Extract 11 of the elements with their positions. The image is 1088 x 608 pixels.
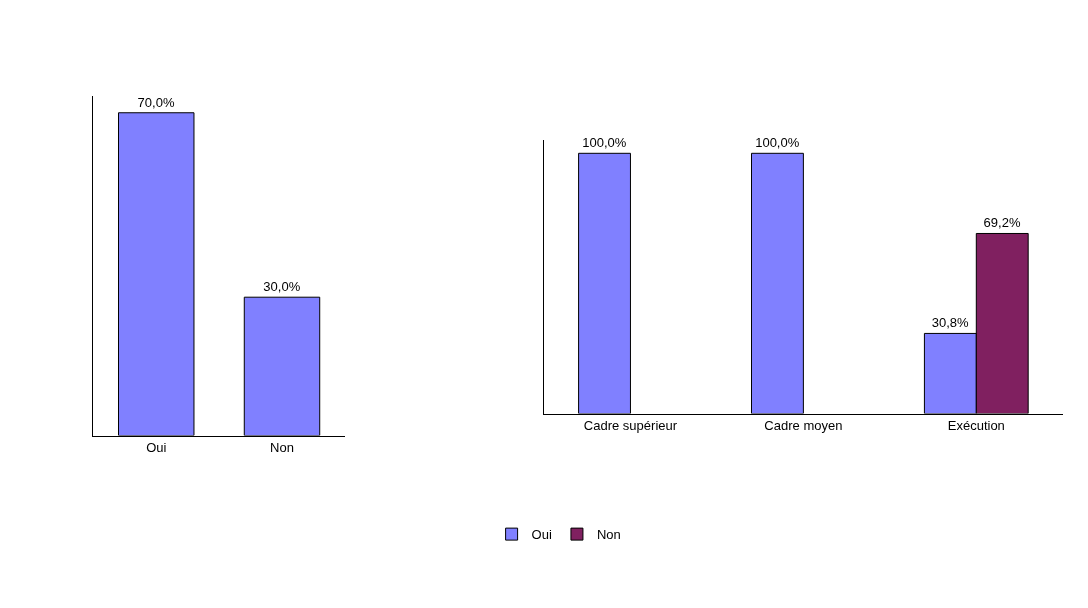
data-label: 69,2% <box>983 215 1021 231</box>
legend-label: Non <box>596 527 621 543</box>
x-tick-label: Cadre moyen <box>764 418 843 434</box>
x-tick-label: Cadre supérieur <box>583 418 678 434</box>
x-tick-label: Exécution <box>947 418 1005 434</box>
data-label: 70,0% <box>137 94 175 110</box>
data-label: 100,0% <box>582 135 627 151</box>
data-label: 30,8% <box>931 315 970 331</box>
legend-label: Oui <box>531 527 552 543</box>
data-label: 100,0% <box>755 135 800 151</box>
data-label: 30,0% <box>263 279 301 295</box>
